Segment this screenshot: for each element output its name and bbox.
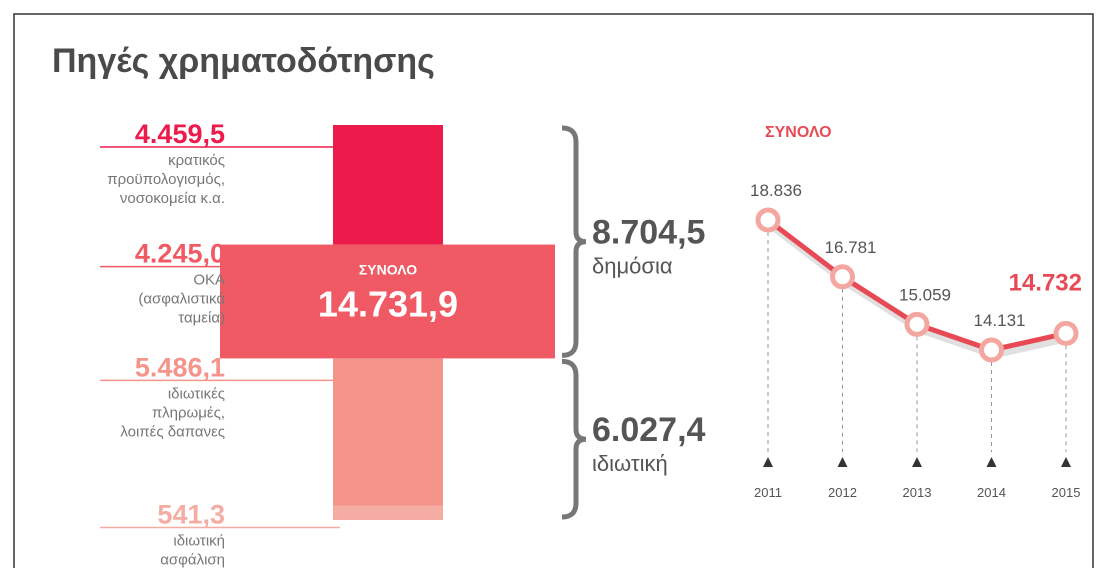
segment-label: ταμεία) — [178, 310, 225, 327]
total-label: ΣΥΝΟΛΟ — [359, 262, 417, 278]
segment-label: ιδιωτικές — [168, 385, 225, 402]
tick-marker — [1061, 457, 1071, 467]
segment — [220, 244, 555, 359]
value-label: 16.781 — [825, 238, 877, 257]
segment-label: πληρωμές, — [152, 404, 225, 421]
segment-label: ΟΚΑ — [193, 272, 225, 289]
tick-marker — [837, 457, 848, 467]
brace — [561, 358, 587, 520]
group-value: 6.027,4 — [592, 411, 706, 449]
x-tick-label: 2015 — [1052, 485, 1081, 500]
group-label: ιδιωτική — [592, 451, 668, 476]
group-value: 8.704,5 — [592, 214, 705, 252]
segment — [333, 358, 443, 506]
value-label: 18.836 — [750, 181, 802, 200]
segment-value: 5.486,1 — [135, 352, 225, 382]
line-title: ΣΥΝΟΛΟ — [765, 124, 832, 141]
title: Πηγές χρηματοδότησης — [52, 42, 435, 80]
segment-label: (ασφαλιστικά — [138, 291, 225, 308]
segment-value: 4.459,5 — [135, 119, 225, 149]
tick-marker — [912, 457, 922, 467]
segment-label: προϋπολογισμός, — [107, 171, 225, 188]
tick-marker — [986, 457, 997, 467]
x-tick-label: 2012 — [828, 485, 857, 500]
value-label: 14.131 — [974, 311, 1026, 330]
segment-label: ασφάλιση — [160, 551, 225, 568]
x-tick-label: 2013 — [903, 485, 932, 500]
group-label: δημόσια — [592, 254, 673, 279]
tick-marker — [763, 457, 773, 467]
x-tick-label: 2014 — [977, 485, 1006, 500]
segment-label: νοσοκομεία κ.α. — [120, 190, 225, 207]
x-tick-label: 2011 — [754, 485, 782, 500]
segment — [333, 505, 443, 520]
segment-value: 4.245,0 — [135, 239, 225, 269]
point — [830, 264, 855, 290]
value-label: 15.059 — [899, 285, 951, 304]
value-label: 14.732 — [1009, 269, 1082, 296]
point — [904, 311, 930, 337]
point — [979, 337, 1004, 363]
point — [755, 207, 781, 233]
segment — [333, 125, 443, 245]
segment-label: κρατικός — [168, 152, 225, 169]
segment-value: 541,3 — [157, 499, 225, 529]
segment-label: λοιπές δαπανες — [120, 423, 225, 440]
point — [1053, 320, 1079, 346]
brace — [561, 125, 587, 358]
total-value: 14.731,9 — [318, 284, 458, 325]
segment-label: ιδιωτική — [173, 532, 225, 549]
